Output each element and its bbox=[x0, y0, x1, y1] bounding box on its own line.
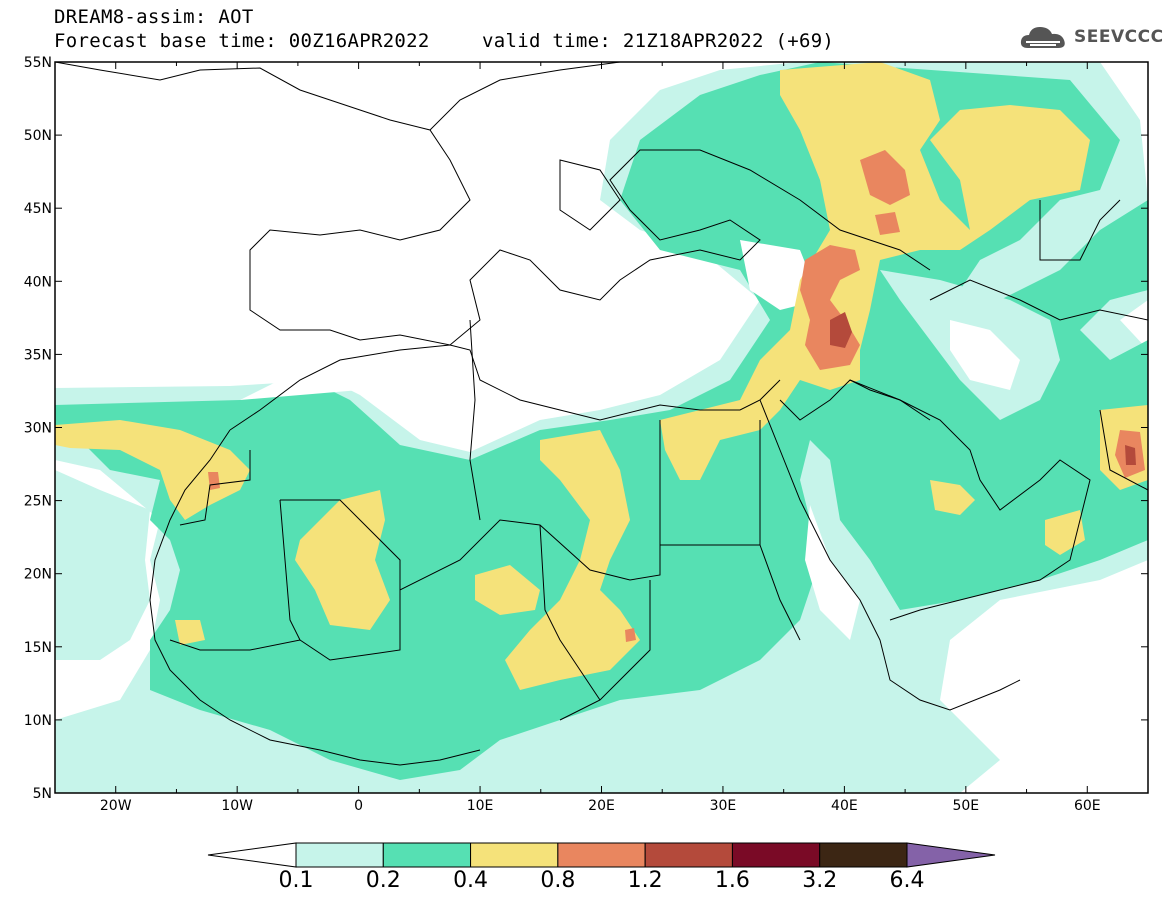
colorbar-label: 0.4 bbox=[453, 868, 488, 893]
lat-tick-label: 35N bbox=[24, 347, 52, 363]
lon-tick-label: 20W bbox=[100, 798, 132, 814]
lat-tick-label: 5N bbox=[33, 786, 52, 802]
lat-tick-label: 55N bbox=[24, 55, 52, 71]
lon-tick-label: 50E bbox=[952, 798, 979, 814]
forecast-base-time: Forecast base time: 00Z16APR2022 bbox=[54, 30, 430, 52]
country-borders bbox=[55, 62, 1148, 766]
colorbar-label: 1.6 bbox=[715, 868, 750, 893]
colorbar: 0.1 0.2 0.4 0.8 1.2 1.6 3.2 6.4 bbox=[207, 842, 996, 893]
valid-time: valid time: 21Z18APR2022 (+69) bbox=[482, 30, 835, 52]
colorbar-label: 0.8 bbox=[540, 868, 575, 893]
colorbar-over-triangle bbox=[906, 842, 996, 868]
lat-tick-label: 20N bbox=[24, 567, 52, 583]
lat-tick-label: 50N bbox=[24, 128, 52, 144]
lat-tick-label: 40N bbox=[24, 274, 52, 290]
colorbar-under-triangle bbox=[207, 842, 297, 868]
colorbar-box bbox=[557, 842, 646, 868]
map-title: DREAM8-assim: AOT bbox=[54, 6, 254, 28]
lat-tick-label: 15N bbox=[24, 640, 52, 656]
colorbar-label: 6.4 bbox=[890, 868, 925, 893]
lat-tick-label: 45N bbox=[24, 201, 52, 217]
cloud-icon bbox=[1020, 27, 1065, 48]
colorbar-box bbox=[644, 842, 733, 868]
lon-tick-label: 60E bbox=[1074, 798, 1101, 814]
logo-text: SEEVCCC bbox=[1074, 27, 1164, 47]
colorbar-box bbox=[731, 842, 821, 868]
lon-tick-label: 10E bbox=[467, 798, 494, 814]
lat-tick-label: 10N bbox=[24, 713, 52, 729]
lon-tick-label: 30E bbox=[710, 798, 737, 814]
colorbar-box bbox=[295, 842, 384, 868]
lat-tick-label: 30N bbox=[24, 421, 52, 437]
lat-tick-label: 25N bbox=[24, 494, 52, 510]
lon-tick-label: 10W bbox=[221, 798, 253, 814]
colorbar-label: 3.2 bbox=[802, 868, 837, 893]
colorbar-box bbox=[382, 842, 472, 868]
colorbar-label: 0.2 bbox=[366, 868, 401, 893]
seevccc-logo: SEEVCCC bbox=[1018, 22, 1164, 52]
colorbar-label: 0.1 bbox=[279, 868, 314, 893]
lon-tick-label: 0 bbox=[354, 798, 363, 814]
lon-tick-label: 20E bbox=[588, 798, 615, 814]
colorbar-label: 1.2 bbox=[628, 868, 663, 893]
colorbar-box bbox=[470, 842, 559, 868]
axis-ticks: 20W 10W 0 10E 20E 30E 40E 50E 60E 55N 50N 45N 40N 35N… bbox=[24, 55, 1149, 814]
lon-tick-label: 40E bbox=[831, 798, 858, 814]
colorbar-box bbox=[819, 842, 908, 868]
